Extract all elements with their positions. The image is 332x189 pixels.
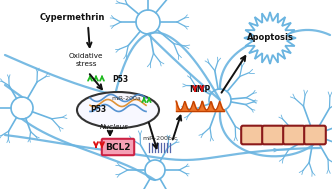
- Ellipse shape: [77, 92, 159, 128]
- Text: miR-200a: miR-200a: [111, 97, 141, 101]
- FancyBboxPatch shape: [304, 126, 326, 144]
- Text: Nucleus: Nucleus: [100, 124, 128, 130]
- Text: MMP: MMP: [189, 84, 210, 94]
- FancyBboxPatch shape: [283, 126, 305, 144]
- Polygon shape: [244, 12, 296, 64]
- FancyBboxPatch shape: [262, 126, 284, 144]
- FancyBboxPatch shape: [102, 139, 134, 155]
- Text: Apoptosis: Apoptosis: [247, 33, 293, 43]
- Text: BCL2: BCL2: [105, 143, 131, 152]
- FancyBboxPatch shape: [241, 126, 263, 144]
- Text: Cypermethrin: Cypermethrin: [39, 12, 105, 22]
- Text: miR-200b/c: miR-200b/c: [142, 136, 178, 140]
- Text: Oxidative
stress: Oxidative stress: [69, 53, 103, 67]
- Text: P53: P53: [90, 105, 106, 114]
- Text: P53: P53: [112, 74, 128, 84]
